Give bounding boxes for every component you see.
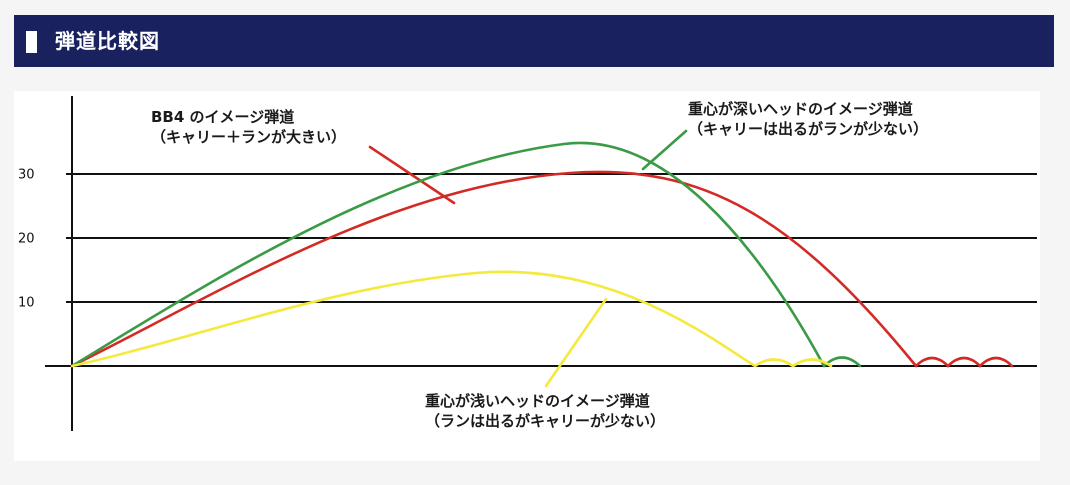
section-header: 弾道比較図: [14, 15, 1054, 67]
annotation-deep: 重心が深いヘッドのイメージ弾道 （キャリーは出るがランが少ない）: [688, 100, 928, 138]
y-tick-label-30: 30: [18, 168, 35, 183]
header-marker: [26, 31, 37, 53]
series-deep: [70, 129, 862, 368]
y-tick-label-20: 20: [18, 232, 35, 247]
trajectory-line-deep: [70, 141, 826, 368]
annotation-bb4-line-2: （キャリー＋ランが大きい）: [151, 128, 346, 146]
annotation-deep-line-2: （キャリーは出るがランが少ない）: [688, 120, 928, 138]
leader-line-bb4: [368, 145, 456, 205]
annotation-shallow-line-1: 重心が浅いヘッドのイメージ弾道: [425, 392, 650, 410]
series-shallow: [70, 270, 833, 388]
annotation-bb4-line-1: BB4 のイメージ弾道: [151, 108, 294, 126]
annotation-deep-line-1: 重心が深いヘッドのイメージ弾道: [688, 100, 913, 118]
y-tick-label-10: 10: [18, 296, 35, 311]
annotation-shallow: 重心が浅いヘッドのイメージ弾道 （ランは出るがキャリーが少ない）: [425, 392, 665, 430]
series-bb4: [70, 145, 1014, 368]
leader-line-deep: [641, 129, 688, 171]
annotation-shallow-line-2: （ランは出るがキャリーが少ない）: [425, 412, 665, 430]
trajectory-line-bb4: [70, 170, 918, 368]
run-bounces-bb4: [914, 356, 1014, 368]
trajectory-chart: 10 20 30 BB4 のイメージ弾道 （キャリー＋ランが大きい） 重心が深いヘッドの…: [14, 91, 1040, 461]
run-bounces-shallow: [753, 358, 833, 368]
annotation-bb4: BB4 のイメージ弾道 （キャリー＋ランが大きい）: [151, 108, 346, 146]
page-title: 弾道比較図: [55, 29, 160, 53]
trajectory-line-shallow: [70, 270, 757, 368]
leader-line-shallow: [544, 297, 608, 388]
chart-canvas: 10 20 30 BB4 のイメージ弾道 （キャリー＋ランが大きい） 重心が深いヘッドの…: [18, 96, 1037, 431]
